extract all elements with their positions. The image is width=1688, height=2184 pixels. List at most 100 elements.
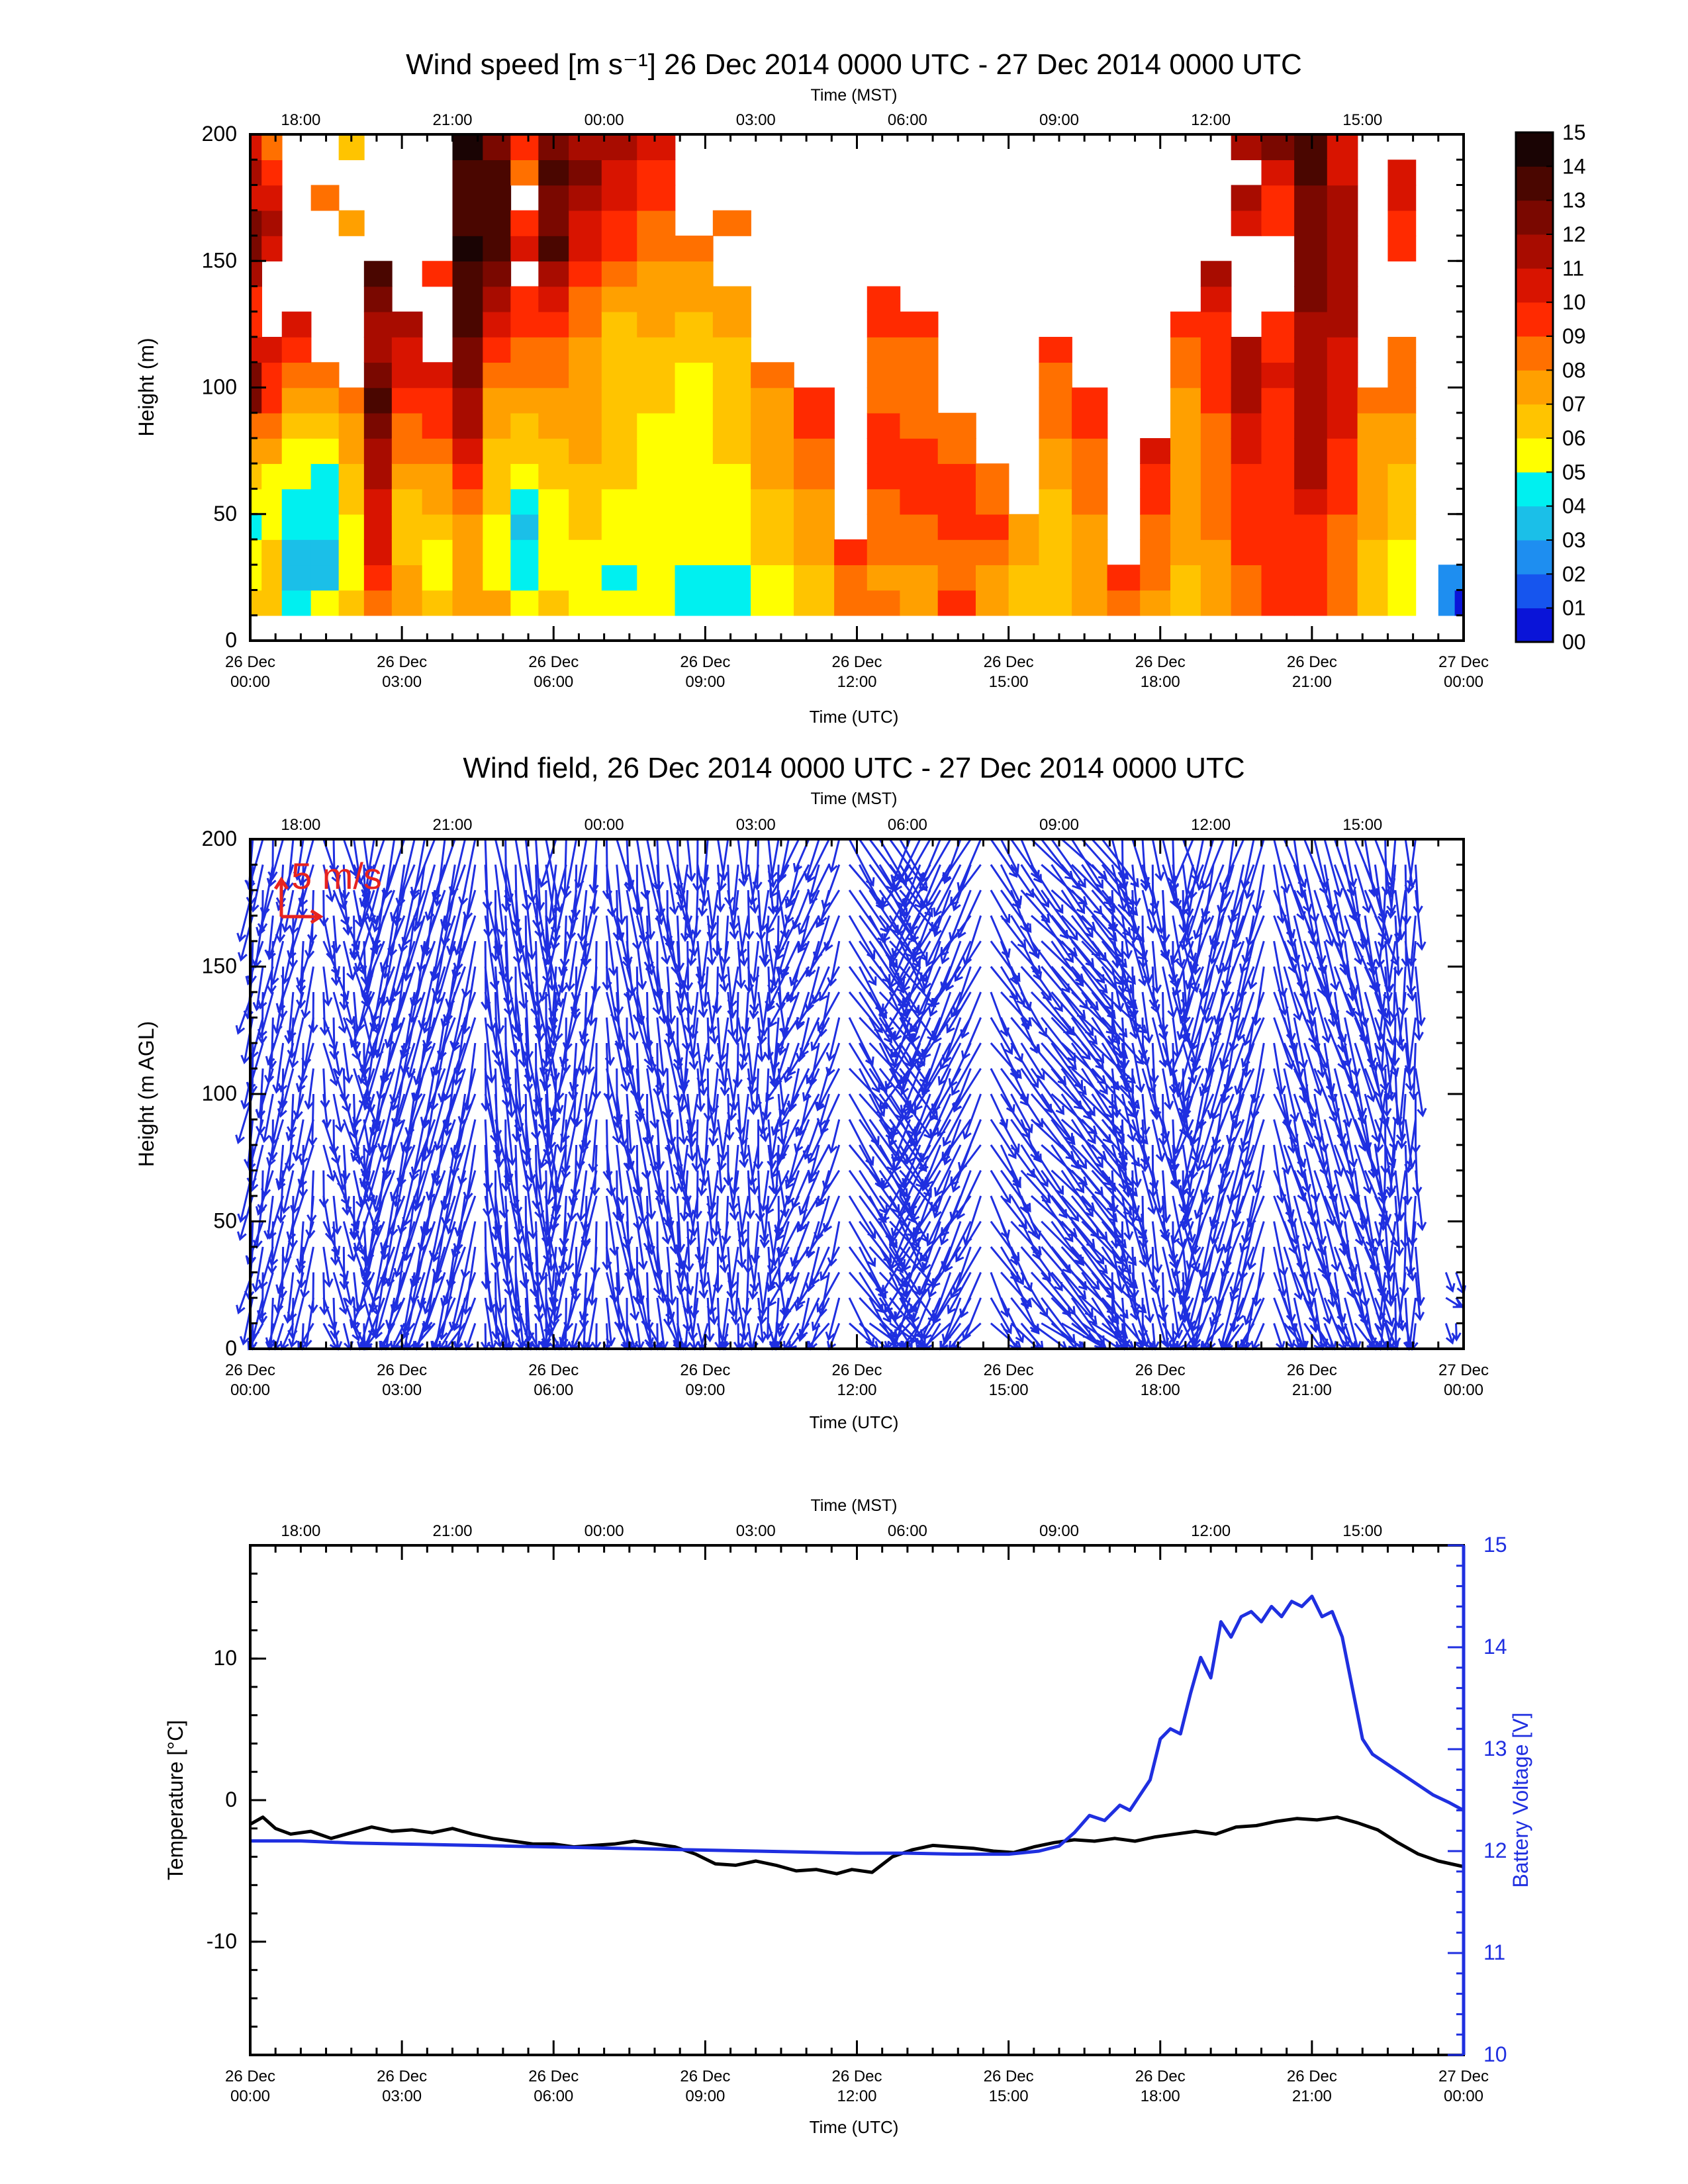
wind-vector-head [275, 1181, 286, 1191]
wind-speed-cell [1231, 438, 1262, 465]
wind-vector [284, 889, 295, 932]
wind-vector-head [1246, 1260, 1256, 1271]
wind-vector [361, 839, 385, 906]
wind-speed-cell [483, 362, 512, 388]
wind-vector-head [616, 916, 627, 926]
wind-vector [616, 864, 623, 924]
wind-vector-head [720, 956, 731, 966]
wind-vector [494, 1272, 498, 1339]
wind-vector [806, 1322, 830, 1349]
wind-speed-cell [569, 261, 602, 287]
wind-vector-head [534, 1032, 545, 1042]
bottom-tick-label-time: 00:00 [1444, 673, 1483, 691]
wind-vector-head [1055, 1105, 1065, 1115]
wind-vector [1131, 1042, 1143, 1092]
wind-vector [1171, 915, 1194, 964]
wind-speed-cell [794, 488, 835, 515]
wind-vector [484, 1068, 497, 1142]
wind-speed-cell [712, 488, 751, 515]
wind-vector-head [1190, 1040, 1200, 1051]
wind-speed-cell [637, 159, 676, 186]
wind-vector [744, 991, 749, 1034]
wind-vector [923, 1297, 952, 1340]
wind-vector [1162, 1272, 1165, 1312]
wind-speed-cell [569, 488, 602, 515]
wind-speed-cell [452, 387, 484, 414]
wind-vector [322, 1297, 336, 1330]
wind-vector [412, 1042, 436, 1101]
wind-vector [914, 1093, 931, 1137]
wind-vector-head [688, 1060, 699, 1070]
wind-vector-head [637, 1260, 648, 1271]
wind-vector [1283, 1195, 1297, 1244]
wind-speed-cell [510, 539, 539, 566]
wind-vector-head [534, 901, 545, 911]
wind-vector [1184, 1170, 1205, 1224]
colorbar-swatch [1516, 166, 1553, 201]
wind-vector-head [390, 1304, 400, 1314]
wind-vector-head [888, 979, 898, 989]
wind-vector-head [1234, 1085, 1244, 1095]
wind-vector [591, 1119, 598, 1171]
wind-vector [914, 1068, 941, 1111]
wind-vector-head [381, 1152, 391, 1162]
wind-vector [1141, 1119, 1147, 1171]
wind-vector-head [728, 1101, 739, 1112]
wind-vector [750, 1042, 760, 1095]
wind-vector-head [252, 1283, 262, 1293]
wind-vector-head [663, 1039, 675, 1048]
wind-vector-head [665, 1015, 677, 1025]
wind-vector-head [561, 1064, 571, 1074]
wind-vector-head [1178, 1014, 1188, 1024]
wind-vector-head [1148, 1279, 1159, 1289]
wind-vector [958, 889, 982, 938]
colorbar-label: 09 [1562, 324, 1586, 348]
wind-vector-head [246, 975, 257, 985]
wind-speed-cell [1327, 362, 1358, 388]
wind-vector [1232, 864, 1255, 919]
wind-vector [416, 864, 436, 926]
wind-vector-head [409, 1294, 420, 1304]
wind-speed-cell [510, 590, 539, 616]
wind-field-plot-area [235, 838, 1467, 1351]
wind-vector [1273, 1119, 1289, 1173]
wind-vector-head [1151, 1111, 1162, 1120]
wind-speed-cell [1039, 337, 1072, 363]
wind-vector [1051, 839, 1086, 887]
wind-vector [524, 1170, 535, 1238]
wind-vector [925, 915, 952, 966]
wind-vector [1151, 1323, 1156, 1349]
wind-speed-cell [483, 387, 512, 414]
wind-vector-head [1117, 871, 1128, 881]
wind-speed-cell [1387, 412, 1417, 439]
wind-vector [900, 1322, 931, 1350]
wind-vector-head [440, 1297, 450, 1308]
wind-vector-head [1095, 1054, 1105, 1064]
wind-vector-head [292, 1152, 303, 1162]
wind-speed-cell [1140, 463, 1171, 490]
wind-vector-head [881, 899, 890, 909]
wind-speed-cell [510, 514, 539, 540]
wind-vector-head [373, 1330, 383, 1340]
wind-vector-head [775, 1231, 785, 1242]
wind-speed-cell [569, 412, 602, 439]
wind-vector-head [1095, 1255, 1105, 1265]
wind-vector [1182, 864, 1191, 917]
wind-vector [944, 1119, 962, 1165]
wind-vector [504, 1195, 510, 1263]
wind-speed-cell [1454, 565, 1464, 591]
wind-vector-head [790, 1199, 800, 1209]
wind-vector [1293, 1068, 1317, 1117]
wind-vector-head [441, 1216, 451, 1227]
wind-vector [1070, 839, 1103, 888]
wind-vector [484, 1017, 493, 1082]
wind-vector-head [1168, 974, 1178, 983]
wind-vector-head [612, 932, 623, 942]
wind-vector-head [1298, 1094, 1309, 1104]
wind-vector-head [731, 1036, 742, 1046]
wind-vector [1121, 1297, 1127, 1347]
wind-vector-head [379, 1242, 390, 1252]
wind-vector-head [297, 1189, 308, 1199]
wind-vector [848, 839, 874, 886]
wind-vector-head [827, 1257, 837, 1267]
